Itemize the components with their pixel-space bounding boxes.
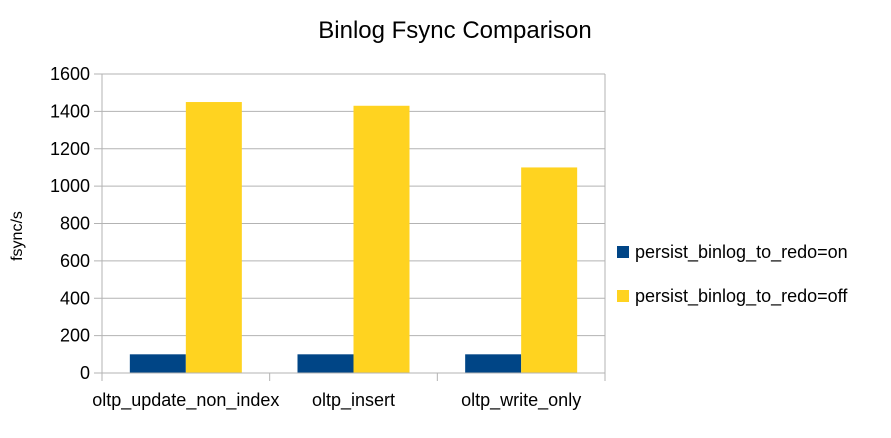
bar-on	[465, 354, 522, 373]
bar-on	[129, 354, 186, 373]
bar-off	[185, 102, 242, 373]
y-tick-label: 200	[60, 326, 90, 346]
legend: persist_binlog_to_redo=on persist_binlog_…	[617, 242, 848, 307]
bar-off	[521, 167, 578, 373]
bar-on	[297, 354, 354, 373]
chart-title: Binlog Fsync Comparison	[318, 17, 591, 44]
legend-swatch	[617, 290, 629, 302]
legend-label: persist_binlog_to_redo=off	[635, 286, 848, 307]
y-tick-label: 1400	[50, 101, 90, 121]
legend-swatch	[617, 246, 629, 258]
axes: 0 200 400 600 800 1000 1200 1400 1600 oltp_update…	[50, 64, 606, 411]
y-axis-label: fsync/s	[9, 211, 26, 261]
x-category-label: oltp_insert	[312, 390, 395, 411]
y-tick-label: 400	[60, 288, 90, 308]
x-category-label: oltp_update_non_index	[92, 390, 279, 411]
y-tick-label: 1200	[50, 139, 90, 159]
legend-label: persist_binlog_to_redo=on	[635, 242, 848, 263]
y-tick-label: 800	[60, 214, 90, 234]
y-tick-label: 0	[80, 363, 90, 383]
bars	[129, 102, 578, 374]
y-tick-label: 1000	[50, 176, 90, 196]
x-category-label: oltp_write_only	[461, 390, 581, 411]
y-tick-label: 1600	[50, 64, 90, 84]
y-tick-label: 600	[60, 251, 90, 271]
bar-off	[353, 105, 410, 374]
